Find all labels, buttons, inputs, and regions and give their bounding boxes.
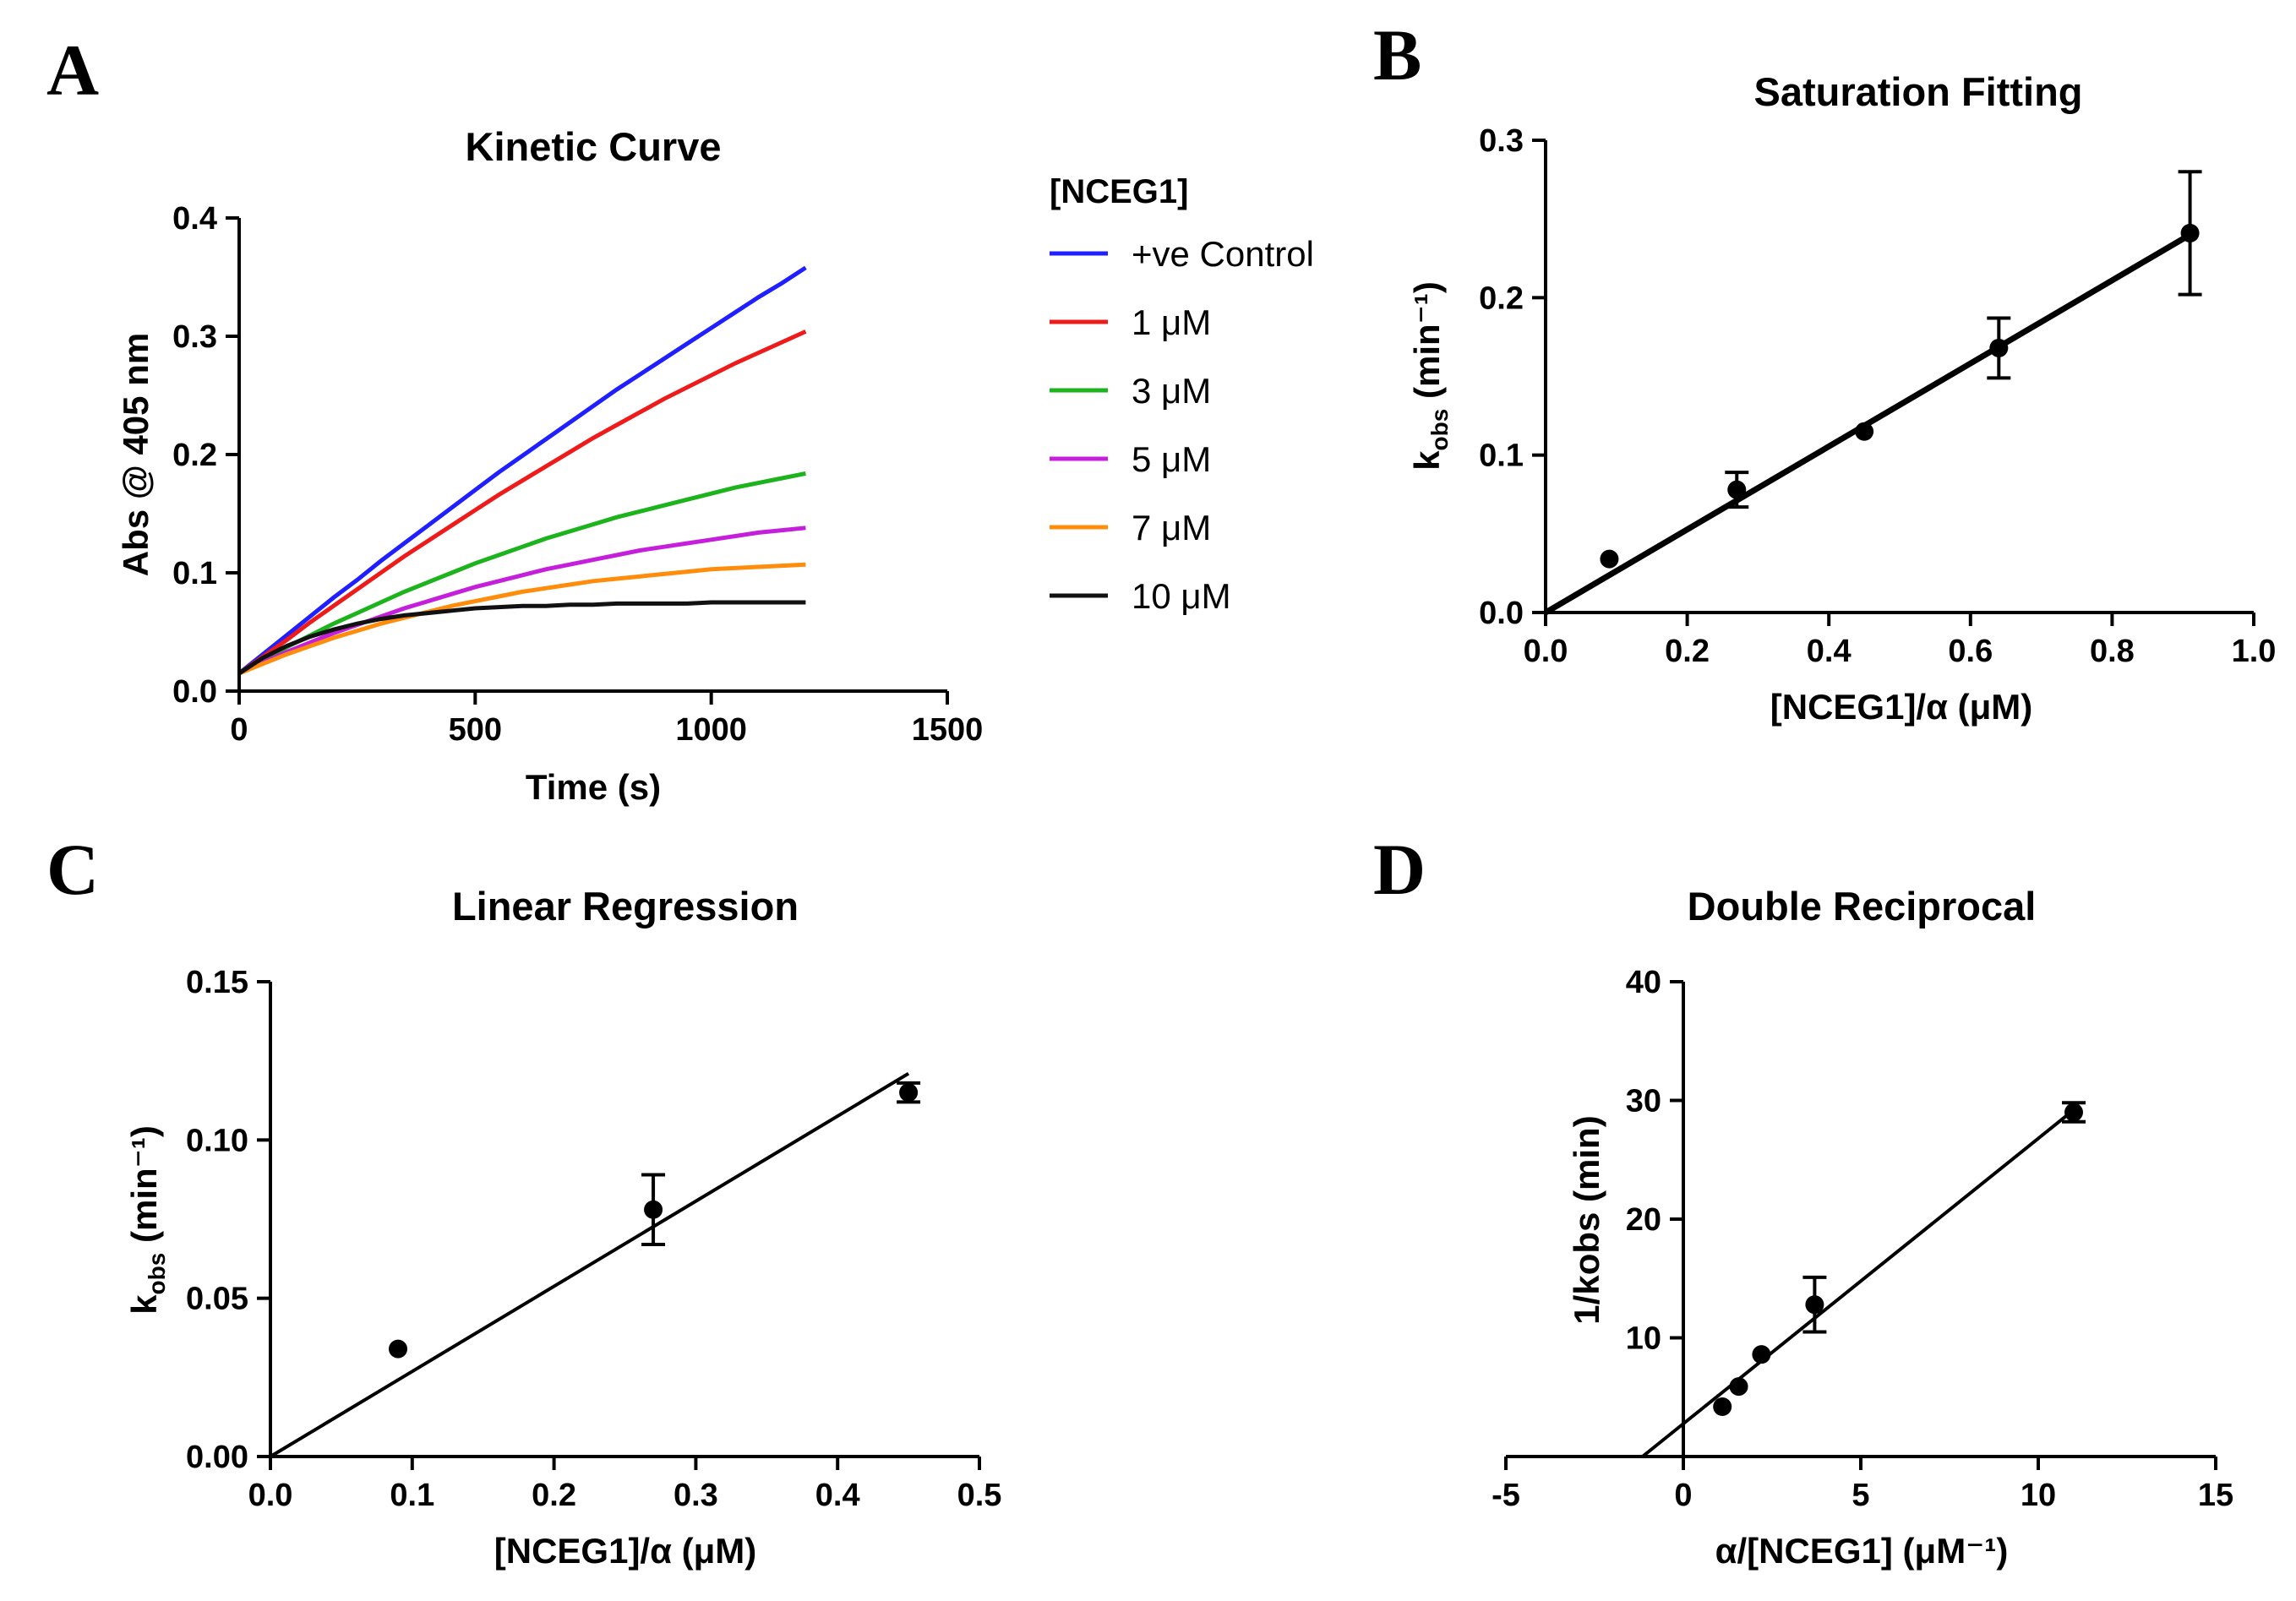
x-tick-label: 0.1	[390, 1478, 434, 1513]
y-axis-title: 1/kobs (min)	[1567, 1115, 1606, 1324]
chart-title: Double Reciprocal	[1688, 884, 2037, 928]
panel-letter-c: C	[46, 829, 99, 910]
legend-label: 7 μM	[1132, 508, 1211, 547]
x-tick-label: 15	[2198, 1478, 2233, 1513]
series-line	[237, 471, 806, 676]
y-axis-title: Abs @ 405 nm	[116, 333, 155, 576]
data-point	[1729, 1377, 1748, 1397]
data-point	[1805, 1295, 1824, 1315]
data-point	[2180, 223, 2200, 242]
axis-lines	[1506, 982, 2216, 1458]
data-point	[899, 1083, 919, 1103]
y-tick-label: 0.05	[186, 1282, 248, 1317]
x-tick-label: 1500	[912, 712, 984, 748]
x-tick-label: 10	[2021, 1478, 2056, 1513]
legend-label: +ve Control	[1132, 234, 1314, 274]
panel-letter-a: A	[46, 30, 99, 111]
x-tick-label: 5	[1852, 1478, 1869, 1513]
series-line	[238, 562, 806, 676]
x-axis-title: Time (s)	[526, 767, 661, 807]
data-point	[2064, 1103, 2083, 1122]
x-tick-label: 0.6	[1948, 634, 1993, 669]
x-axis-title: α/[NCEG1] (μM⁻¹)	[1715, 1531, 2009, 1571]
legend-label: 1 μM	[1132, 302, 1211, 342]
chart-kinetic-curve: Kinetic Curve 0 500 1000 1500 0.0 0.1 0.2 0.3 0.…	[116, 124, 1314, 807]
y-tick-label: 40	[1626, 965, 1661, 1000]
series-line	[237, 600, 806, 676]
y-axis-title: kobs (min⁻¹)	[124, 1125, 170, 1315]
x-tick-label: 0.8	[2090, 634, 2135, 669]
data-point	[1855, 422, 1874, 441]
legend-label: 5 μM	[1132, 439, 1211, 479]
legend-label: 3 μM	[1132, 371, 1211, 411]
series-line	[237, 265, 807, 675]
x-tick-label: 0.2	[1665, 634, 1710, 669]
chart-title: Saturation Fitting	[1753, 69, 2082, 114]
x-tick-label: 0.4	[815, 1478, 860, 1513]
data-point	[1600, 549, 1619, 569]
y-tick-label: 20	[1626, 1202, 1661, 1238]
series-line	[237, 329, 807, 676]
y-tick-label: 0.3	[1479, 123, 1524, 159]
fit-line	[269, 1071, 910, 1458]
axis-lines	[269, 982, 979, 1458]
x-axis-title: [NCEG1]/α (μM)	[494, 1531, 757, 1571]
x-tick-label: 0.5	[957, 1478, 1002, 1513]
x-tick-label: 500	[449, 712, 502, 748]
x-tick-label: 0	[230, 712, 248, 748]
x-tick-label: 0.0	[1524, 634, 1568, 669]
chart-double-reciprocal: Double Reciprocal -5 0 5 10 15 10 20 30 40 α/[NC…	[1492, 884, 2233, 1571]
x-tick-label: 1000	[675, 712, 747, 748]
panel-letter-b: B	[1373, 14, 1421, 95]
x-tick-label: 0	[1674, 1478, 1692, 1513]
legend-title: [NCEG1]	[1050, 173, 1188, 210]
y-tick-label: 0.15	[186, 965, 248, 1000]
y-tick-label: 0.2	[172, 438, 217, 473]
data-point	[389, 1339, 408, 1359]
fit-line	[1641, 1108, 2075, 1458]
x-tick-label: 0.0	[248, 1478, 293, 1513]
y-tick-label: 0.2	[1479, 280, 1524, 316]
chart-saturation-fitting: Saturation Fitting 0.0 0.2 0.4 0.6 0.8 1.0 0.0…	[1407, 69, 2276, 727]
series-line	[237, 525, 806, 676]
data-point	[1713, 1397, 1732, 1416]
panel-letter-d: D	[1373, 829, 1426, 910]
y-tick-label: 0.1	[172, 556, 217, 591]
y-axis-title: kobs (min⁻¹)	[1407, 281, 1453, 471]
x-tick-label: 0.3	[674, 1478, 718, 1513]
x-tick-label: 0.2	[532, 1478, 576, 1513]
chart-linear-regression: Linear Regression 0.0 0.1 0.2 0.3 0.4 0.5 0.00…	[124, 884, 1001, 1571]
x-axis-title: [NCEG1]/α (μM)	[1770, 687, 2033, 727]
y-tick-label: 0.4	[172, 201, 217, 237]
chart-title: Kinetic Curve	[466, 124, 722, 169]
x-tick-label: -5	[1492, 1478, 1520, 1513]
y-tick-label: 0.0	[172, 674, 217, 710]
data-point	[1727, 480, 1747, 499]
y-tick-label: 10	[1626, 1321, 1661, 1357]
x-tick-label: 0.4	[1807, 634, 1852, 669]
y-tick-label: 0.3	[172, 319, 217, 355]
axis-lines	[1544, 140, 2254, 614]
x-tick-label: 1.0	[2232, 634, 2277, 669]
y-tick-label: 0.0	[1479, 596, 1524, 631]
y-tick-label: 0.1	[1479, 438, 1524, 474]
y-tick-label: 0.10	[186, 1123, 248, 1158]
y-tick-label: 0.00	[186, 1440, 248, 1475]
data-point	[1989, 338, 2009, 357]
legend: [NCEG1] +ve Control 1 μM 3 μM 5 μM 7 μM 10 μM	[1050, 173, 1314, 616]
data-point	[1752, 1345, 1771, 1364]
y-tick-label: 30	[1626, 1084, 1661, 1119]
legend-label: 10 μM	[1132, 576, 1231, 616]
data-point	[644, 1200, 663, 1219]
chart-title: Linear Regression	[452, 884, 799, 928]
